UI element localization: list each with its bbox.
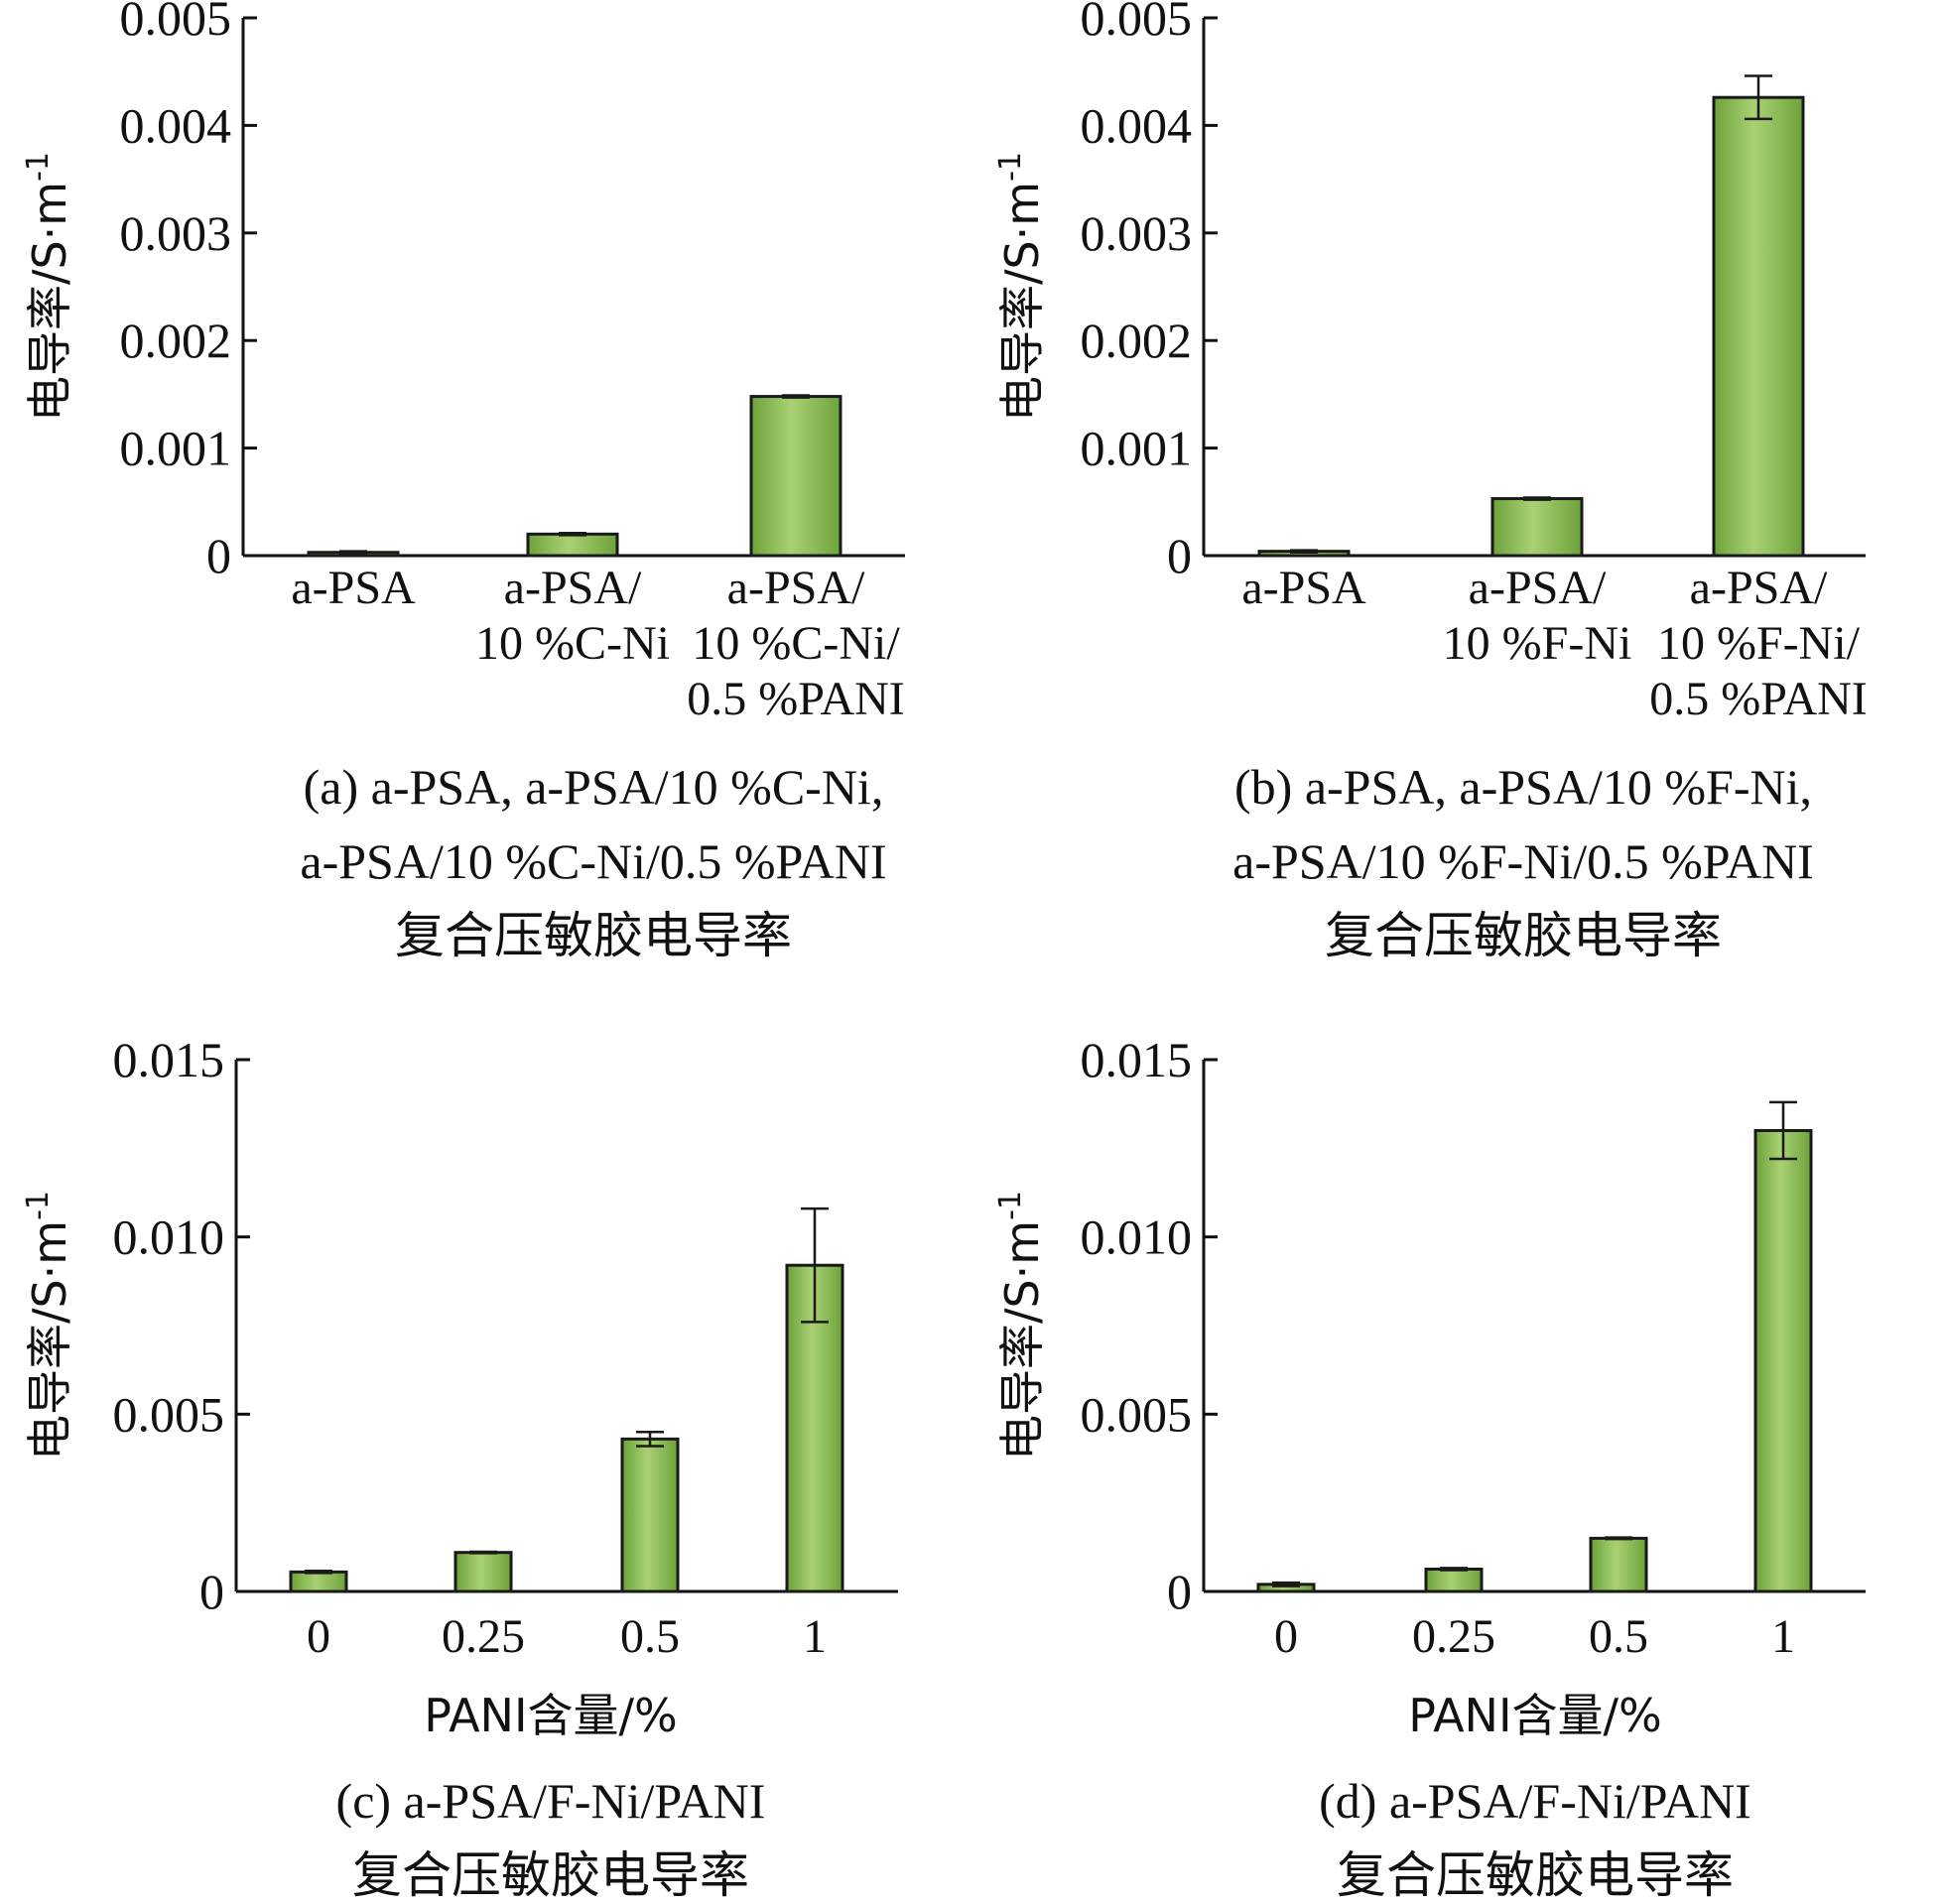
panel-caption-line: (c) a-PSA/F-Ni/PANI bbox=[336, 1773, 766, 1829]
panel-caption-line: (a) a-PSA, a-PSA/10 %C-Ni, bbox=[304, 759, 884, 815]
panel-caption-line: 复合压敏胶电导率 bbox=[395, 908, 792, 963]
y-axis-title-main: 电导率/S·m bbox=[995, 182, 1049, 422]
y-tick-label: 0.015 bbox=[1081, 1032, 1193, 1087]
y-tick-label: 0 bbox=[1167, 1564, 1192, 1619]
y-tick-label: 0.005 bbox=[1081, 0, 1193, 46]
y-tick-label: 0.015 bbox=[113, 1032, 225, 1087]
bar bbox=[1424, 1567, 1484, 1593]
y-tick-label: 0 bbox=[199, 1564, 224, 1619]
bar bbox=[453, 1551, 513, 1593]
x-tick-label: 0.5 %PANI bbox=[1649, 673, 1868, 725]
y-axis-title: 电导率/S·m-1 bbox=[993, 1191, 1049, 1460]
panel-caption-line: 复合压敏胶电导率 bbox=[1325, 908, 1722, 963]
y-axis-title-superscript: -1 bbox=[21, 1191, 56, 1220]
x-tick-label: a-PSA/ bbox=[727, 562, 865, 614]
x-tick-label: 1 bbox=[803, 1610, 827, 1663]
panel-caption-line: (d) a-PSA/F-Ni/PANI bbox=[1319, 1773, 1751, 1829]
x-tick-label: 0.5 %PANI bbox=[687, 673, 905, 725]
y-axis-title-superscript: -1 bbox=[993, 152, 1028, 182]
y-tick-label: 0.003 bbox=[120, 205, 232, 261]
x-tick-label: 10 %F-Ni/ bbox=[1657, 617, 1861, 670]
panel-caption-line: a-PSA/10 %C-Ni/0.5 %PANI bbox=[300, 833, 886, 889]
x-tick-label: a-PSA bbox=[1241, 562, 1366, 614]
y-tick-label: 0.001 bbox=[1081, 421, 1193, 476]
x-tick-label: 10 %C-Ni bbox=[475, 617, 670, 670]
y-axis-title: 电导率/S·m-1 bbox=[993, 152, 1049, 422]
chart-panel-c: 0 0.005 0.010 0.015 电导率/S·m-1 0 0.25 0.5 1 PANI含量… bbox=[21, 1032, 898, 1903]
chart-panel-a: 0 0.001 0.002 0.003 0.004 0.005 电导率/S·m-1 a-PSA… bbox=[21, 0, 905, 963]
y-tick-label: 0.003 bbox=[1081, 205, 1193, 261]
bar bbox=[1589, 1536, 1648, 1593]
x-tick-label: 10 %F-Ni bbox=[1443, 617, 1632, 670]
y-axis-title: 电导率/S·m-1 bbox=[21, 152, 76, 422]
bar bbox=[526, 532, 619, 558]
panel-caption-line: 复合压敏胶电导率 bbox=[352, 1847, 749, 1903]
panel-caption-line: a-PSA/10 %F-Ni/0.5 %PANI bbox=[1232, 833, 1814, 889]
y-axis-title-superscript: -1 bbox=[993, 1191, 1028, 1220]
bar bbox=[289, 1570, 348, 1593]
y-axis-title-main: 电导率/S·m bbox=[995, 1220, 1049, 1460]
bar bbox=[1490, 497, 1584, 558]
bar bbox=[1753, 1128, 1813, 1593]
y-tick-label: 0.002 bbox=[120, 313, 232, 368]
y-tick-label: 0 bbox=[206, 528, 231, 583]
x-tick-label: 0.25 bbox=[442, 1610, 525, 1663]
y-tick-label: 0.010 bbox=[113, 1209, 225, 1265]
x-tick-label: 0 bbox=[307, 1610, 330, 1663]
bar bbox=[749, 395, 842, 558]
x-tick-label: 0.25 bbox=[1412, 1610, 1495, 1663]
y-axis-title-main: 电导率/S·m bbox=[23, 1220, 76, 1460]
x-tick-label: a-PSA bbox=[291, 562, 416, 614]
y-tick-label: 0.005 bbox=[120, 0, 232, 46]
panel-caption-line: (b) a-PSA, a-PSA/10 %F-Ni, bbox=[1234, 759, 1812, 815]
y-axis-title-main: 电导率/S·m bbox=[23, 182, 76, 422]
x-tick-label: a-PSA/ bbox=[504, 562, 642, 614]
x-tick-label: 0.5 bbox=[1589, 1610, 1648, 1663]
y-tick-label: 0.005 bbox=[113, 1386, 225, 1442]
y-tick-label: 0.005 bbox=[1081, 1386, 1193, 1442]
chart-panel-d: 0 0.005 0.010 0.015 电导率/S·m-1 0 0.25 0.5 1 PANI含量… bbox=[993, 1032, 1866, 1903]
x-tick-label: 1 bbox=[1771, 1610, 1795, 1663]
y-tick-label: 0.010 bbox=[1081, 1209, 1193, 1265]
x-tick-label: 0 bbox=[1274, 1610, 1298, 1663]
panel-caption-line: 复合压敏胶电导率 bbox=[1337, 1847, 1734, 1903]
y-tick-label: 0.004 bbox=[1081, 97, 1193, 153]
y-tick-label: 0.001 bbox=[120, 421, 232, 476]
y-axis-title-superscript: -1 bbox=[21, 152, 56, 182]
y-axis-title: 电导率/S·m-1 bbox=[21, 1191, 76, 1460]
x-tick-label: a-PSA/ bbox=[1690, 562, 1828, 614]
x-tick-label: 0.5 bbox=[620, 1610, 680, 1663]
x-axis-title: PANI含量/% bbox=[424, 1689, 677, 1742]
y-tick-label: 0 bbox=[1167, 528, 1192, 583]
bar bbox=[620, 1437, 680, 1593]
x-axis-title: PANI含量/% bbox=[1408, 1689, 1661, 1742]
x-tick-label: 10 %C-Ni/ bbox=[692, 617, 900, 670]
x-tick-label: a-PSA/ bbox=[1469, 562, 1607, 614]
y-tick-label: 0.004 bbox=[120, 97, 232, 153]
bar bbox=[1712, 95, 1805, 558]
chart-panel-b: 0 0.001 0.002 0.003 0.004 0.005 电导率/S·m-1 a-PSA… bbox=[993, 0, 1868, 963]
y-tick-label: 0.002 bbox=[1081, 313, 1193, 368]
